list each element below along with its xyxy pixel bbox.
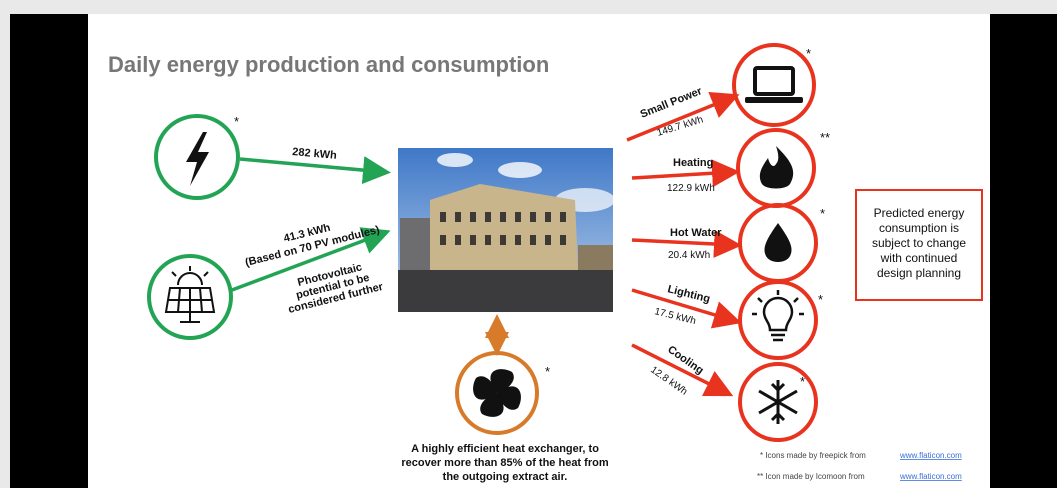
credit-link[interactable]: www.flaticon.com xyxy=(899,451,962,460)
heat-caption: the outgoing extract air. xyxy=(443,471,568,483)
fan xyxy=(473,369,521,417)
consumption-label: Heating xyxy=(673,157,713,169)
note-mark: ** xyxy=(820,130,830,145)
consumption-value: 20.4 kWh xyxy=(668,250,710,261)
credit: ** Icon made by Icomoon from xyxy=(757,472,865,481)
note-mark: * xyxy=(820,206,825,221)
right-bar xyxy=(990,14,1057,488)
disclaimer: consumption is xyxy=(879,221,959,235)
left-bar xyxy=(10,14,88,488)
disclaimer: Predicted energy xyxy=(874,206,965,220)
credit-link[interactable]: www.flaticon.com xyxy=(899,472,962,481)
credit: * Icons made by freepick from xyxy=(760,451,866,460)
disclaimer: design planning xyxy=(877,266,961,280)
building-photo xyxy=(398,148,615,312)
note-mark: * xyxy=(818,292,823,307)
disclaimer: with continued xyxy=(880,251,958,265)
consumption-value: 122.9 kWh xyxy=(667,183,715,194)
note-mark: * xyxy=(545,364,550,379)
slide-view: Daily energy production and consumption … xyxy=(0,0,1057,488)
heat-caption: A highly efficient heat exchanger, to xyxy=(411,443,599,455)
disclaimer: subject to change xyxy=(872,236,966,250)
note-mark: * xyxy=(806,46,811,61)
consumption-label: Hot Water xyxy=(670,227,722,239)
note-mark: * xyxy=(800,374,805,389)
page: Daily energy production and consumption … xyxy=(0,0,1057,488)
heat-caption: recover more than 85% of the heat from xyxy=(401,457,608,469)
title: Daily energy production and consumption xyxy=(108,52,549,77)
note-mark: * xyxy=(234,114,239,129)
